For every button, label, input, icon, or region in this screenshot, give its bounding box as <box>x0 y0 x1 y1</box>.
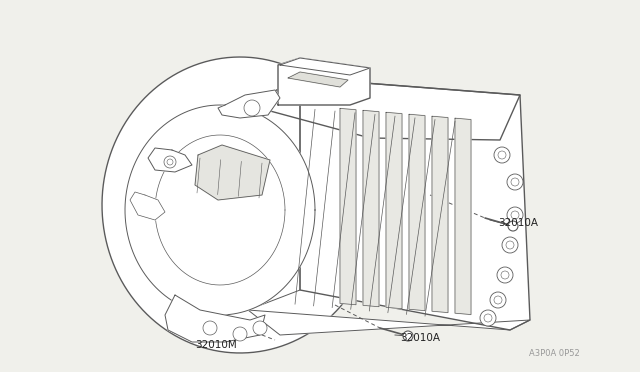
Polygon shape <box>455 118 471 315</box>
Polygon shape <box>363 110 379 307</box>
Circle shape <box>507 174 523 190</box>
Circle shape <box>253 321 267 335</box>
Text: 32010M: 32010M <box>195 340 237 350</box>
Polygon shape <box>148 148 192 172</box>
Polygon shape <box>288 72 348 87</box>
Circle shape <box>490 292 506 308</box>
Circle shape <box>511 178 519 186</box>
Polygon shape <box>248 78 300 310</box>
Circle shape <box>494 296 502 304</box>
Circle shape <box>508 221 518 231</box>
Circle shape <box>501 271 509 279</box>
Circle shape <box>511 211 519 219</box>
Circle shape <box>233 327 247 341</box>
Polygon shape <box>280 58 370 75</box>
Circle shape <box>167 159 173 165</box>
Polygon shape <box>102 57 378 353</box>
Polygon shape <box>340 108 356 305</box>
Circle shape <box>203 321 217 335</box>
Polygon shape <box>300 78 530 330</box>
Circle shape <box>506 241 514 249</box>
Text: 32010A: 32010A <box>400 333 440 343</box>
Polygon shape <box>195 145 270 200</box>
Polygon shape <box>125 105 315 315</box>
Polygon shape <box>386 112 402 309</box>
Circle shape <box>164 156 176 168</box>
Circle shape <box>507 207 523 223</box>
Polygon shape <box>409 114 425 311</box>
Circle shape <box>244 100 260 116</box>
Polygon shape <box>218 90 280 118</box>
Circle shape <box>494 147 510 163</box>
Text: 32010A: 32010A <box>498 218 538 228</box>
Polygon shape <box>278 58 370 105</box>
Polygon shape <box>130 192 165 220</box>
Polygon shape <box>248 310 530 335</box>
Circle shape <box>403 331 413 341</box>
Circle shape <box>480 310 496 326</box>
Text: A3P0A 0P52: A3P0A 0P52 <box>529 349 580 358</box>
Polygon shape <box>165 295 265 342</box>
Polygon shape <box>248 78 520 140</box>
Circle shape <box>498 151 506 159</box>
Circle shape <box>484 314 492 322</box>
Polygon shape <box>432 116 448 312</box>
Circle shape <box>497 267 513 283</box>
Circle shape <box>502 237 518 253</box>
